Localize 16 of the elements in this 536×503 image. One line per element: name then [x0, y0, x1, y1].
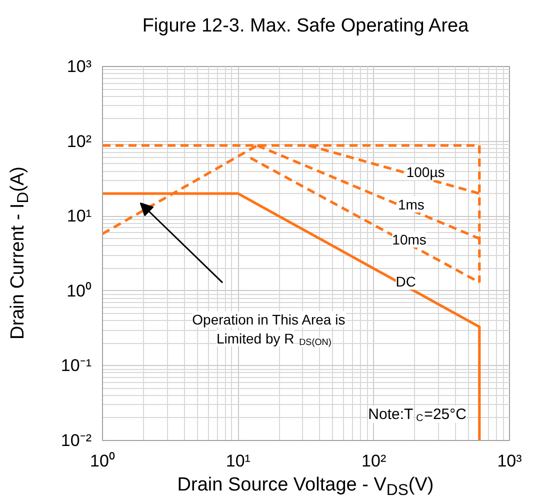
x-tick-label: 10¹ — [226, 452, 251, 470]
chart-title: Figure 12-3. Max. Safe Operating Area — [142, 14, 469, 38]
y-tick-label: 10⁻¹ — [60, 356, 92, 376]
series-label: 1ms — [398, 196, 424, 213]
series-label: DC — [396, 274, 416, 290]
y-tick-label: 10¹ — [66, 206, 92, 226]
y-tick-label: 10³ — [66, 57, 92, 76]
y-tick-label: 10⁰ — [66, 281, 92, 300]
y-tick-label: 10² — [66, 132, 92, 151]
x-axis-title: Drain Source Voltage - V$_{DS}$(V) — [177, 473, 434, 502]
series-label: 100µs — [406, 164, 445, 180]
x-tick-label: 10³ — [497, 452, 522, 470]
x-tick-label: 10² — [362, 452, 386, 470]
y-tick-label: 10⁻² — [60, 431, 92, 450]
series-label: 10ms — [392, 232, 426, 248]
x-tick-label: 10⁰ — [90, 452, 115, 470]
